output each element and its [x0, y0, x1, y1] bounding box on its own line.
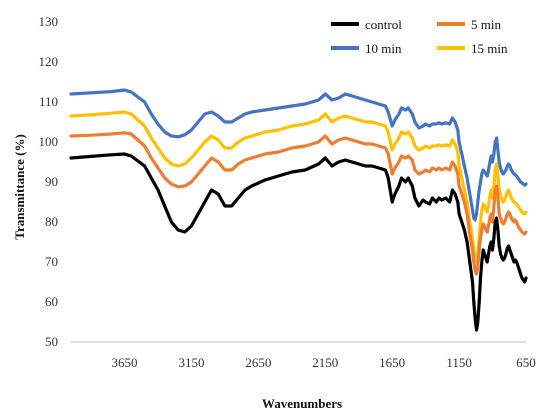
series-line-control	[69, 152, 528, 332]
legend-label: 10 min	[365, 41, 402, 56]
y-tick-label: 130	[39, 14, 59, 29]
y-tick-label: 100	[39, 134, 59, 149]
series-line-5-min	[69, 131, 528, 276]
x-tick-label: 3650	[112, 355, 138, 370]
y-tick-label: 70	[45, 254, 58, 269]
series-line-15-min	[69, 110, 528, 264]
x-axis-title: Wavenumbers	[262, 396, 342, 410]
y-tick-label: 120	[39, 54, 59, 69]
legend-label: 5 min	[471, 17, 501, 32]
legend-label: 15 min	[471, 41, 508, 56]
y-tick-label: 90	[45, 174, 58, 189]
x-tick-label: 2150	[312, 355, 338, 370]
legend: control 5 min 10 min 15 min	[331, 17, 508, 56]
x-tick-label: 1650	[379, 355, 405, 370]
y-tick-label: 80	[45, 214, 58, 229]
x-tick-label: 1150	[446, 355, 472, 370]
x-tick-labels: 3650 3150 2650 2150 1650 1150 650	[112, 355, 536, 370]
y-tick-label: 50	[45, 334, 58, 349]
x-tick-label: 2650	[245, 355, 271, 370]
y-tick-label: 110	[39, 94, 58, 109]
legend-label: control	[365, 17, 402, 32]
x-tick-label: 650	[516, 355, 536, 370]
series-lines	[69, 88, 528, 332]
x-tick-label: 3150	[178, 355, 204, 370]
y-tick-labels: 50 60 70 80 90 100 110 120 130	[39, 14, 59, 349]
y-axis-title: Transmittance (%)	[12, 134, 27, 240]
series-line-10-min	[69, 88, 528, 222]
y-tick-label: 60	[45, 294, 58, 309]
